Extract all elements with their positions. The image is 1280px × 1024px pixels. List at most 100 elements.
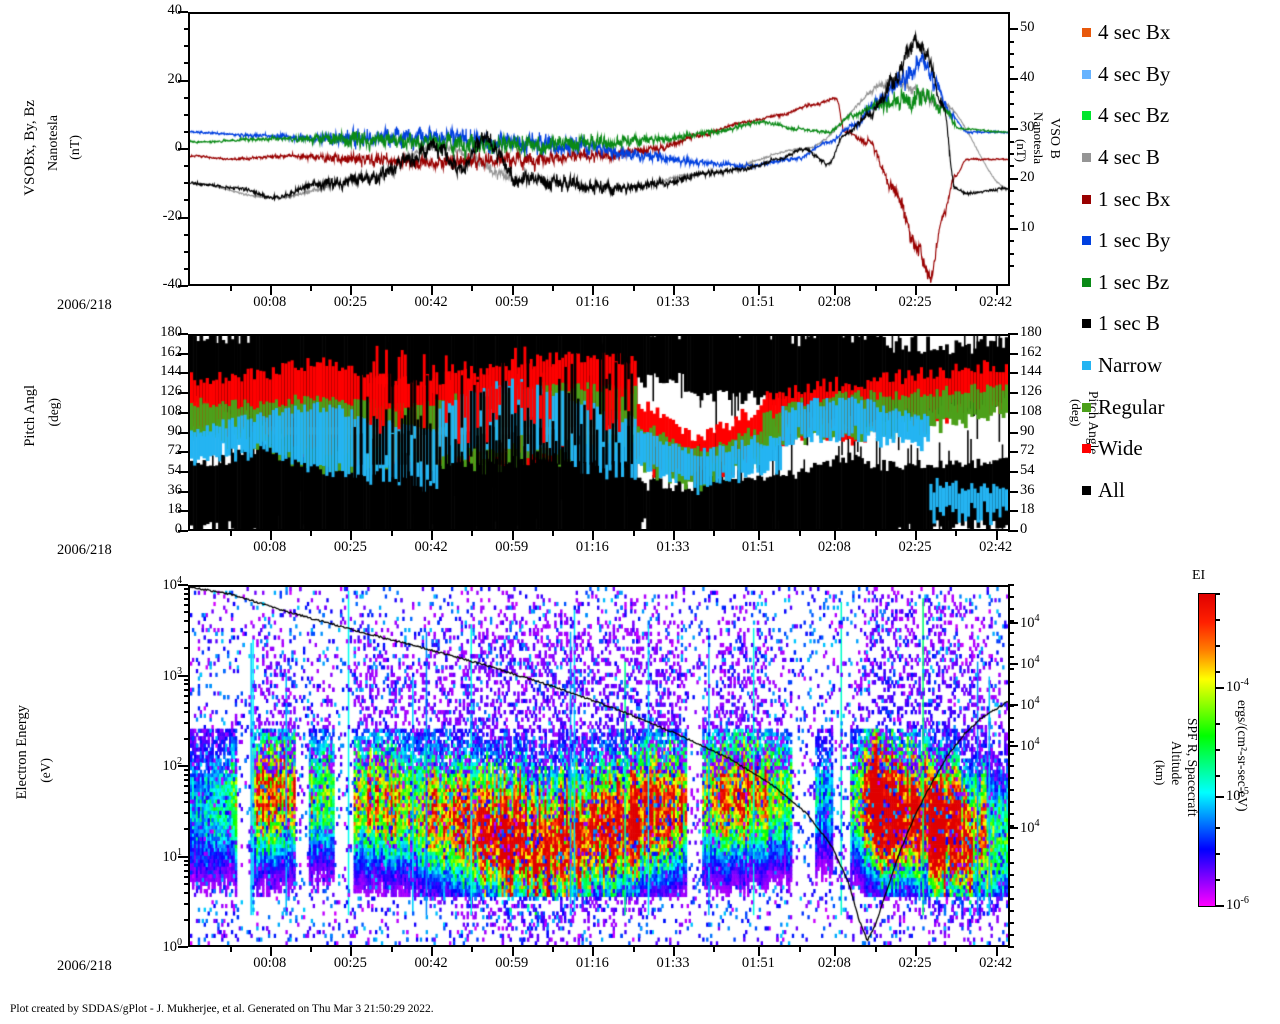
legend-label: Narrow xyxy=(1098,353,1163,378)
x-tick-label: 00:42 xyxy=(414,955,448,971)
pitch-right-tick-mark xyxy=(1008,431,1018,434)
spectrogram-right-minor-tick xyxy=(1008,921,1014,924)
x-tick-label: 01:51 xyxy=(741,539,775,555)
magnetic-right-tick-label: 30 xyxy=(1020,119,1035,136)
magnetic-right-tick-label: 20 xyxy=(1020,168,1035,185)
spectrogram-left-minor-tick xyxy=(184,701,190,704)
x-tick-label: 00:59 xyxy=(495,539,529,555)
x-tick-label: 00:08 xyxy=(253,294,287,310)
legend-label: 1 sec B xyxy=(1098,311,1160,336)
pitch-left-tick-mark xyxy=(178,352,188,355)
pitch-left-tick-mark xyxy=(178,431,188,434)
spectrogram-right-minor-tick xyxy=(1008,656,1014,659)
legend-label: 1 sec Bx xyxy=(1098,186,1171,211)
spectrogram-left-minor-tick xyxy=(184,882,190,885)
colorbar-minor-tick xyxy=(1215,853,1220,855)
spectrogram-right-minor-tick xyxy=(1008,813,1014,816)
spectrogram-right-minor-tick xyxy=(1008,608,1014,611)
magnetic-right-minor-tick xyxy=(1008,152,1014,155)
pitch-right-tick-label: 90 xyxy=(1020,422,1035,439)
pitch-left-tick-label: 126 xyxy=(160,383,182,400)
x-minor-tick-mark xyxy=(229,947,232,952)
colorbar-tick-label: 10-4 xyxy=(1226,676,1249,695)
magnetic-left-tick-label: 0 xyxy=(174,139,182,155)
x-tick-mark xyxy=(914,947,917,956)
magnetic-right-tick-mark xyxy=(1008,227,1018,230)
legend-label: Regular xyxy=(1098,394,1165,419)
x-tick-mark xyxy=(834,286,837,295)
colorbar-minor-tick xyxy=(1215,827,1220,829)
pitch-left-tick-mark xyxy=(178,530,188,532)
legend-item-1-sec-bz[interactable]: 1 sec Bz xyxy=(1082,262,1272,304)
magnetic-right-minor-tick xyxy=(1008,190,1014,193)
x-tick-mark xyxy=(511,947,514,956)
x-tick-mark xyxy=(673,531,676,540)
legend-item-4-sec-by[interactable]: 4 sec By xyxy=(1082,54,1272,96)
spectrogram-right-tick-mark xyxy=(1008,827,1018,830)
x-minor-tick-mark xyxy=(955,947,958,952)
magnetic-left-axis-label-3: (nT) xyxy=(68,135,83,160)
pitch-right-tick-label: 0 xyxy=(1020,521,1028,537)
magnetic-date-label: 2006/218 xyxy=(57,297,112,313)
legend-item-1-sec-by[interactable]: 1 sec By xyxy=(1082,220,1272,262)
spectrogram-right-minor-tick xyxy=(1008,897,1014,900)
spectrogram-left-minor-tick xyxy=(184,620,190,622)
magnetic-field-canvas xyxy=(190,14,1008,284)
pitch-left-tick-label: 72 xyxy=(167,442,183,459)
legend-item-narrow[interactable]: Narrow xyxy=(1082,345,1272,387)
x-tick-label: 02:42 xyxy=(979,955,1013,971)
electron-spectrogram-plot-area xyxy=(188,585,1010,947)
legend-item-4-sec-b[interactable]: 4 sec B xyxy=(1082,137,1272,179)
x-tick-mark xyxy=(673,947,676,956)
legend-item-4-sec-bz[interactable]: 4 sec Bz xyxy=(1082,95,1272,137)
legend-item-1-sec-b[interactable]: 1 sec B xyxy=(1082,303,1272,345)
spectrogram-right-minor-tick xyxy=(1008,596,1014,599)
colorbar-tick-label: 10-5 xyxy=(1226,785,1249,804)
spectrogram-right-axis-label-1: SPF R, Spacecraft xyxy=(1185,718,1200,817)
x-tick-label: 00:08 xyxy=(253,539,287,555)
legend-item-4-sec-bx[interactable]: 4 sec Bx xyxy=(1082,12,1272,54)
colorbar-tick-label: 10-6 xyxy=(1226,895,1249,913)
legend-item-all[interactable]: All xyxy=(1082,470,1272,512)
magnetic-left-tick-label: 40 xyxy=(167,2,183,18)
colorbar-title: EI xyxy=(1192,568,1206,583)
x-tick-mark xyxy=(269,531,272,540)
magnetic-right-minor-tick xyxy=(1008,40,1014,43)
x-tick-label: 01:33 xyxy=(656,955,690,971)
x-tick-label: 01:51 xyxy=(741,294,775,310)
x-minor-tick-mark xyxy=(874,531,877,536)
legend-item-regular[interactable]: Regular xyxy=(1082,386,1272,428)
x-tick-mark xyxy=(914,531,917,540)
legend-item-1-sec-bx[interactable]: 1 sec Bx xyxy=(1082,178,1272,220)
legend-swatch-icon xyxy=(1082,194,1091,204)
x-minor-tick-mark xyxy=(632,286,635,291)
spectrogram-right-minor-tick xyxy=(1008,668,1014,671)
legend-label: Wide xyxy=(1098,436,1143,461)
spectrogram-left-tick-mark xyxy=(178,855,188,858)
spectrogram-left-minor-tick xyxy=(184,891,190,894)
spectrogram-left-tick-mark xyxy=(178,584,188,586)
x-tick-mark xyxy=(834,947,837,956)
spectrogram-left-minor-tick xyxy=(184,773,190,776)
x-tick-label: 01:16 xyxy=(575,294,609,310)
pitch-left-tick-mark xyxy=(178,510,188,513)
spectrogram-right-axis-label-3: (km) xyxy=(1153,760,1168,786)
x-minor-tick-mark xyxy=(955,286,958,291)
spectrogram-right-tick-mark xyxy=(1008,622,1018,624)
pitch-left-axis-label-1: Pitch Angl xyxy=(22,385,38,447)
legend-item-wide[interactable]: Wide xyxy=(1082,428,1272,470)
magnetic-right-minor-tick xyxy=(1008,240,1014,243)
magnetic-left-minor-tick xyxy=(184,199,190,202)
legend-swatch-icon xyxy=(1082,444,1091,454)
magnetic-left-minor-tick xyxy=(184,45,190,48)
x-minor-tick-mark xyxy=(713,531,716,536)
x-tick-label: 02:25 xyxy=(898,294,932,310)
pitch-right-tick-mark xyxy=(1008,392,1018,395)
spectrogram-right-axis-label-2: Altitude xyxy=(1169,741,1184,786)
x-tick-mark xyxy=(511,286,514,295)
x-minor-tick-mark xyxy=(310,531,313,536)
x-tick-label: 02:25 xyxy=(898,539,932,555)
spectrogram-right-minor-tick xyxy=(1008,752,1014,755)
spectrogram-date-label: 2006/218 xyxy=(57,958,112,974)
x-minor-tick-mark xyxy=(874,286,877,291)
